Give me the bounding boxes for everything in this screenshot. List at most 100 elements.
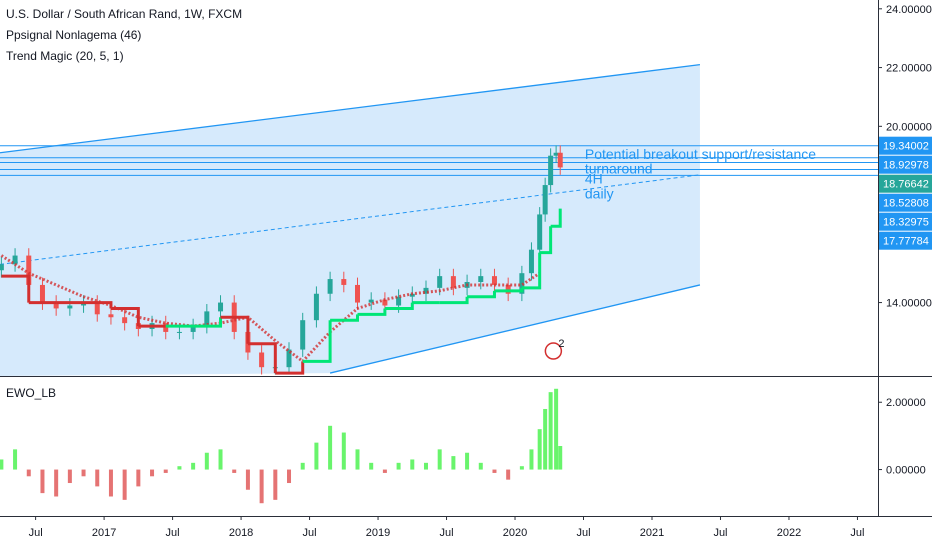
ewo-bar (232, 469, 237, 473)
candle-body (26, 255, 32, 285)
nonlag-ema-line (0, 254, 541, 364)
candle-body (12, 255, 18, 265)
price-tick-label: 14.00000 (886, 298, 932, 310)
channel-fill (0, 64, 700, 376)
ewo-bar (13, 449, 18, 470)
trend-magic-segment (1, 274, 31, 303)
main-pane: Potential breakout support/resistancetur… (0, 63, 878, 376)
ewo-bar (369, 462, 374, 470)
candle-body (542, 185, 548, 215)
indicator-legend-nonlagema[interactable]: Ppsignal Nonlagema (46) (6, 28, 142, 42)
candle-body (286, 349, 292, 368)
price-badge-0 (879, 136, 932, 155)
time-tick-label: Jul (29, 527, 43, 539)
price-badge-5 (879, 231, 932, 250)
candle-body (300, 320, 306, 350)
channel-upper-line (0, 63, 701, 154)
price-badge-label: 18.32975 (883, 217, 929, 229)
time-tick-label: Jul (576, 527, 590, 539)
time-tick-label: 2021 (640, 527, 664, 539)
annotation-2: 4H (585, 171, 603, 187)
price-badge-1 (879, 155, 932, 174)
candle-body (341, 279, 347, 285)
ewo-tick-label: 2.00000 (886, 397, 926, 409)
trend-magic-segment (83, 301, 113, 309)
ewo-bar (177, 466, 182, 470)
ewo-bar (328, 425, 333, 470)
candle-body (491, 276, 497, 285)
time-tick-label: Jul (166, 527, 180, 539)
price-badge-label: 18.92978 (883, 160, 929, 172)
price-tick-label: 20.00000 (886, 121, 932, 133)
ewo-bar (245, 469, 250, 490)
time-tick-label: Jul (440, 527, 454, 539)
candle-body (327, 279, 333, 294)
trend-magic-segment (193, 317, 223, 328)
price-badge-4 (879, 212, 932, 231)
ewo-bar (382, 469, 387, 473)
ewo-bar (163, 469, 168, 473)
ewo-bar (259, 469, 264, 504)
trend-magic-segment (521, 252, 542, 290)
candle-body (176, 331, 182, 333)
trend-magic-segment (275, 361, 305, 375)
candle-body (94, 302, 100, 315)
ewo-bar (314, 442, 319, 470)
ewo-bar (492, 469, 497, 473)
candle-body (53, 302, 59, 309)
candle-body (478, 276, 484, 282)
symbol-legend[interactable]: U.S. Dollar / South African Rand, 1W, FX… (6, 7, 243, 21)
candle-body (368, 299, 374, 303)
ewo-bar (548, 392, 553, 470)
ewo-bar (26, 469, 31, 477)
candle-body (396, 296, 402, 306)
time-tick-label: 2022 (777, 527, 801, 539)
event-flag-icon (544, 342, 563, 360)
indicator-legend-trend-magic[interactable]: Trend Magic (20, 5, 1) (6, 49, 124, 63)
ewo-bar (558, 446, 563, 470)
ewo-bar (218, 449, 223, 470)
ewo-tick-label: 0.00000 (886, 465, 926, 477)
price-badge-label: 19.34002 (883, 141, 929, 153)
ewo-bar (396, 462, 401, 470)
ewo-bar (341, 432, 346, 470)
annotation-0: Potential breakout support/resistance (585, 146, 816, 162)
trend-magic-segment (439, 296, 469, 305)
ewo-bar (519, 466, 524, 470)
trend-magic-segment (357, 308, 387, 316)
price-tick-label: 22.00000 (886, 63, 932, 75)
annotation-1: turnaround (585, 160, 653, 176)
ewo-bar (423, 462, 428, 470)
trend-magic-segment (330, 314, 360, 322)
candle-body (204, 311, 210, 327)
candle-body (108, 314, 114, 318)
candle-body (528, 249, 534, 274)
trend-magic-segment (247, 342, 277, 374)
candle-body (553, 152, 559, 156)
ewo-pane-title[interactable]: EWO_LB (6, 386, 57, 400)
candle-body (67, 305, 73, 309)
candle-body (122, 317, 128, 324)
ewo-bar (355, 449, 360, 470)
ewo-bar (108, 469, 113, 497)
channel-lower-line (329, 284, 701, 374)
candle-body (218, 302, 224, 312)
candle-body (355, 284, 361, 303)
price-badge-label: 18.52808 (883, 198, 929, 210)
ewo-bar (410, 459, 415, 470)
trend-magic-segment (467, 290, 496, 299)
ewo-bar (506, 469, 511, 480)
annotation-3: daily (585, 185, 614, 201)
ewo-bar (0, 459, 4, 470)
price-badge-3 (879, 193, 932, 212)
ewo-bar (122, 469, 127, 500)
candle-body (0, 264, 4, 271)
ewo-bar (465, 452, 470, 470)
ewo-bar (273, 469, 278, 500)
ewo-bar (150, 469, 155, 477)
ewo-bar (478, 462, 483, 470)
candle-body (450, 276, 456, 288)
candle-body (557, 152, 563, 168)
candle-body (423, 287, 429, 294)
